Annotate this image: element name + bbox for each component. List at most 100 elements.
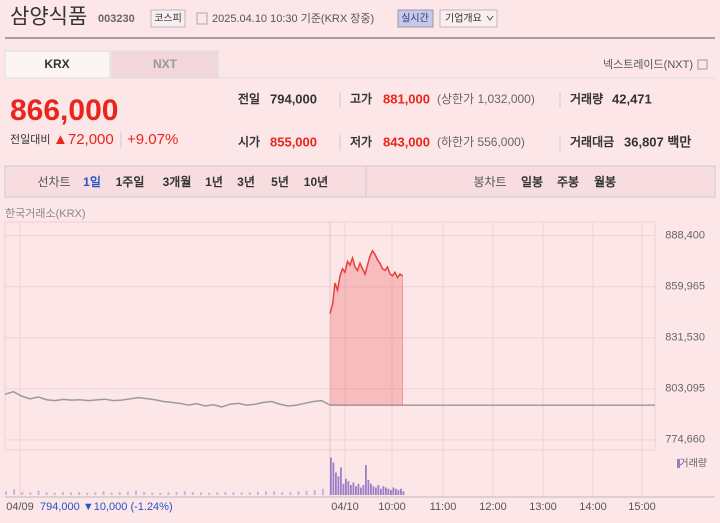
volume-bar [367,480,370,495]
period-label: 선차트 [37,175,70,189]
volume-bar [86,492,89,495]
volume-bar [345,478,347,495]
volume-bar [337,476,340,495]
volume-bar [216,492,219,495]
volume-bar [29,492,32,495]
x-tick-label: 15:00 [628,501,656,513]
period[interactable]: 1일 [83,175,101,189]
volume-bar [305,490,308,495]
volume-bar [37,490,40,495]
change-label: 전일대비 [10,132,50,146]
tab[interactable] [111,50,219,79]
x-tick-label: 11:00 [430,501,457,513]
dropdown[interactable] [439,9,498,28]
volume-bar [402,491,405,495]
volume-bar [61,491,64,495]
volume-bar [135,490,137,495]
volume-bar [126,491,129,495]
volume-bar [200,492,202,495]
volume-bar [400,488,402,495]
period[interactable]: 3년 [237,175,255,189]
period[interactable]: 3개월 [163,174,192,189]
x-tick-label: 04/09 [6,501,34,513]
stat-label: 전일 [238,91,260,106]
clock-icon [196,12,208,25]
volume-bar [392,487,395,495]
badge[interactable] [397,9,434,28]
stat-value: 881,000 [383,91,430,106]
change: ▲72,000 [53,131,114,148]
volume-bar [5,491,7,495]
volume-bar [110,492,113,495]
volume-bar [395,488,397,495]
timestamp: 2025.04.10 10:30 기준(KRX 장중) [212,12,374,25]
volume-bar [167,492,170,495]
volume-bar [377,485,380,495]
volume-bar [380,488,382,495]
volume-bar [297,491,300,495]
link-icon [697,59,708,70]
y-tick-label: 859,965 [665,281,705,293]
tab[interactable] [4,50,111,79]
period[interactable]: 월봉 [594,174,616,189]
volume-bar [70,492,72,495]
volume-bar [390,490,392,495]
tab-label[interactable]: KRX [44,57,69,71]
volume-bar [360,487,362,495]
footer: 794,000 ▼10,000 (-1.24%) [40,501,173,513]
stat-value: 42,471 [612,91,652,106]
volume-bar [45,492,48,495]
volume-bar [273,491,276,495]
volume-bar [256,491,259,495]
volume-bar [175,491,178,495]
price: 866,000 [10,94,118,127]
period[interactable]: 10년 [304,175,328,189]
volume-bar [352,482,355,495]
volume-bar [159,492,162,495]
y-tick-label: 888,400 [665,230,705,242]
x-tick-label: 04/10 [331,501,359,513]
stat-label: 저가 [350,134,372,149]
volume-bar [397,490,400,495]
period[interactable]: 주봉 [557,175,579,189]
volume-bar [265,491,267,495]
stat-note: (하한가 556,000) [437,135,525,149]
y-tick-label: 803,095 [665,383,705,395]
volume-bar [385,487,387,495]
period[interactable]: 1주일 [116,175,145,189]
tab-label[interactable]: NXT [153,57,178,71]
stat-label: 시가 [238,134,260,149]
x-tick-label: 13:00 [529,501,557,513]
volume-bar [208,492,211,495]
volume-bar [143,492,146,495]
period[interactable]: 일봉 [521,175,543,189]
market: 코스피 [154,13,182,25]
volume-bar [21,491,24,495]
volume-bar [382,486,385,495]
volume-bar [355,486,357,495]
volume-bar [224,491,227,495]
stock-code: 003230 [98,13,135,25]
stat-label: 거래대금 [570,134,614,149]
period[interactable]: 5년 [271,175,289,189]
stat-label: 고가 [350,91,372,106]
volume-bar [183,491,186,495]
stats: 전일 794,000 고가 881,000 (상한가 1,032,000) 거래량 42,4… [238,91,691,151]
volume-bar [370,483,372,495]
price-line [329,249,403,314]
volume-bar [248,492,251,495]
badge [150,9,186,28]
volume-bar [362,485,365,495]
x-tick-label: 12:00 [479,501,507,513]
period[interactable]: 1년 [205,175,223,189]
company-menu[interactable]: 기업개요 [445,12,482,25]
chart: 888,400 859,965 831,530 803,095 774,660 04/09… [4,221,715,513]
volume-bar [191,492,194,495]
legend-label: 거래량 [679,458,707,470]
stat-value: 855,000 [270,134,317,149]
nxt-link[interactable]: 넥스트레이드(NXT) [603,58,693,71]
realtime[interactable]: 실시간 [401,13,429,25]
volume-bar [347,481,350,495]
volume-bar [94,492,97,495]
